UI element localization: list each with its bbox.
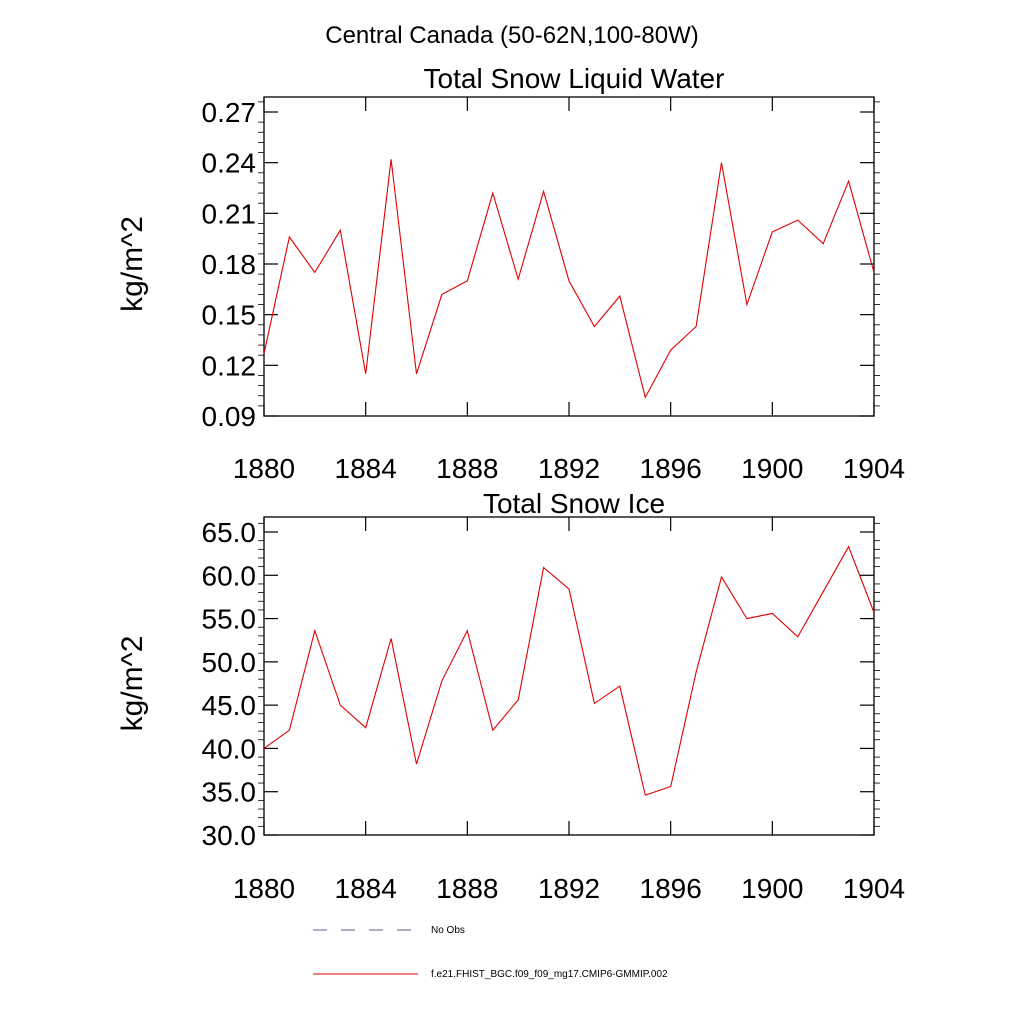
y-axis-label: kg/m^2 [116,216,149,312]
legend-no-obs-label: No Obs [431,925,465,936]
x-tick-label: 1888 [436,873,498,904]
y-tick-label: 0.27 [202,97,257,128]
y-tick-label: 35.0 [202,777,257,808]
x-tick-label: 1904 [843,873,905,904]
y-tick-label: 0.12 [202,350,257,381]
plot-frame [263,96,875,417]
panel-snow-ice: Total Snow Ice kg/m^2 30.0 35.0 40.0 45.0 50.0… [116,488,905,904]
x-tick-label: 1880 [233,873,295,904]
x-tick-label: 1880 [233,453,295,484]
legend: No Obs f.e21.FHIST_BGC.f09_f09_mg17.CMIP… [313,925,668,980]
x-tick-label: 1888 [436,453,498,484]
y-tick-label: 50.0 [202,647,257,678]
y-tick-label: 0.15 [202,300,257,331]
y-tick-label: 30.0 [202,820,257,851]
x-tick-label: 1904 [843,453,905,484]
y-tick-label: 60.0 [202,560,257,591]
y-tick-label: 0.09 [202,401,257,432]
y-tick-label: 0.24 [202,148,257,179]
x-tick-label: 1892 [538,453,600,484]
series-line [263,159,875,399]
y-tick-label: 40.0 [202,733,257,764]
figure-title: Central Canada (50-62N,100-80W) [325,22,699,49]
y-tick-label: 65.0 [202,517,257,548]
y-tick-label: 45.0 [202,690,257,721]
plot-frame [263,516,875,836]
panel-title: Total Snow Ice [483,488,665,519]
x-tick-label: 1884 [335,873,397,904]
y-axis-label: kg/m^2 [116,636,149,732]
panel-title: Total Snow Liquid Water [424,63,725,94]
x-tick-label: 1900 [741,453,803,484]
series-line [263,545,875,796]
x-tick-label: 1896 [640,873,702,904]
y-tick-label: 0.18 [202,249,257,280]
legend-model-label: f.e21.FHIST_BGC.f09_f09_mg17.CMIP6-GMMIP… [431,969,668,980]
x-tick-label: 1892 [538,873,600,904]
panel-snow-liquid-water: Total Snow Liquid Water kg/m^2 0.09 0.12 0.1… [116,63,905,484]
x-tick-label: 1900 [741,873,803,904]
x-tick-label: 1884 [335,453,397,484]
x-tick-label: 1896 [640,453,702,484]
y-tick-label: 0.21 [202,198,257,229]
y-tick-label: 55.0 [202,604,257,635]
